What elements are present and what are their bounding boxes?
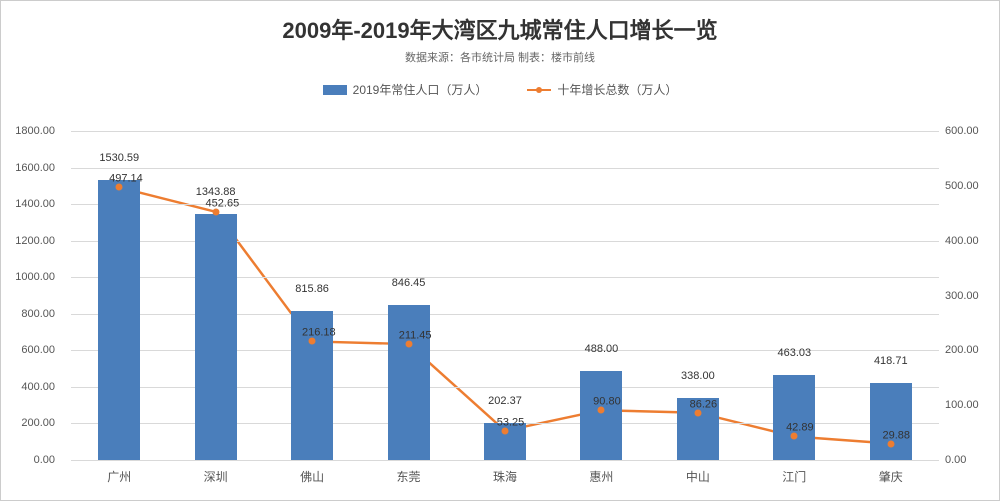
bar (773, 375, 815, 460)
bar-value-label: 488.00 (585, 343, 619, 357)
grid-line (71, 168, 939, 169)
bar (98, 180, 140, 460)
x-tick: 佛山 (264, 460, 360, 500)
bar-value-label: 338.00 (681, 370, 715, 384)
x-tick: 深圳 (167, 460, 263, 500)
grid-line (71, 204, 939, 205)
legend-bar-label: 2019年常住人口（万人） (353, 81, 488, 98)
legend-bar-swatch (323, 85, 347, 95)
x-tick: 肇庆 (843, 460, 939, 500)
bar-value-label: 1530.59 (99, 152, 139, 166)
y-left-tick: 600.00 (1, 344, 61, 356)
line-value-label: 53.25 (497, 416, 525, 428)
line-value-label: 90.80 (593, 396, 621, 408)
y-right-tick: 600.00 (939, 125, 999, 137)
y-left-tick: 1200.00 (1, 235, 61, 247)
y-right-tick: 100.00 (939, 399, 999, 411)
legend-item-bar: 2019年常住人口（万人） (323, 81, 488, 98)
legend-line-swatch (527, 89, 551, 91)
x-tick: 惠州 (553, 460, 649, 500)
y-right-tick: 300.00 (939, 290, 999, 302)
y-left-tick: 0.00 (1, 454, 61, 466)
y-axis-left: 0.00200.00400.00600.00800.001000.001200.… (1, 131, 61, 460)
y-right-tick: 0.00 (939, 454, 999, 466)
y-right-tick: 500.00 (939, 180, 999, 192)
chart-container: 2009年-2019年大湾区九城常住人口增长一览 数据来源：各市统计局 制表：楼… (0, 0, 1000, 501)
bar (195, 214, 237, 460)
y-left-tick: 1600.00 (1, 162, 61, 174)
y-left-tick: 1000.00 (1, 271, 61, 283)
x-tick: 广州 (71, 460, 167, 500)
chart-subtitle: 数据来源：各市统计局 制表：楼市前线 (1, 49, 999, 65)
chart-title: 2009年-2019年大湾区九城常住人口增长一览 (1, 1, 999, 45)
y-left-tick: 800.00 (1, 308, 61, 320)
line-value-label: 216.18 (302, 327, 336, 339)
line-value-label: 86.26 (690, 398, 718, 410)
x-tick: 东莞 (360, 460, 456, 500)
y-left-tick: 200.00 (1, 417, 61, 429)
bar-value-label: 463.03 (778, 347, 812, 361)
line-value-label: 211.45 (399, 330, 432, 342)
legend-line-label: 十年增长总数（万人） (557, 81, 677, 98)
x-axis: 广州深圳佛山东莞珠海惠州中山江门肇庆 (71, 460, 939, 500)
bar (388, 305, 430, 460)
bar (580, 371, 622, 460)
line-value-label: 29.88 (883, 429, 911, 441)
line-value-label: 452.65 (206, 197, 240, 209)
bar-value-label: 418.71 (874, 355, 908, 369)
x-tick: 中山 (650, 460, 746, 500)
y-left-tick: 1400.00 (1, 198, 61, 210)
bar-value-label: 815.86 (295, 283, 329, 297)
line-value-label: 497.14 (109, 173, 143, 185)
bar-value-label: 846.45 (392, 277, 426, 291)
y-left-tick: 1800.00 (1, 125, 61, 137)
x-tick: 江门 (746, 460, 842, 500)
y-left-tick: 400.00 (1, 381, 61, 393)
bar (870, 383, 912, 460)
plot-area: 1530.591343.88815.86846.45202.37488.0033… (71, 131, 939, 460)
line-value-label: 42.89 (786, 422, 814, 434)
legend: 2019年常住人口（万人） 十年增长总数（万人） (1, 81, 999, 98)
y-axis-right: 0.00100.00200.00300.00400.00500.00600.00 (939, 131, 999, 460)
y-right-tick: 400.00 (939, 235, 999, 247)
bar-value-label: 202.37 (488, 395, 522, 409)
x-tick: 珠海 (457, 460, 553, 500)
legend-item-line: 十年增长总数（万人） (527, 81, 677, 98)
y-right-tick: 200.00 (939, 344, 999, 356)
grid-line (71, 131, 939, 132)
